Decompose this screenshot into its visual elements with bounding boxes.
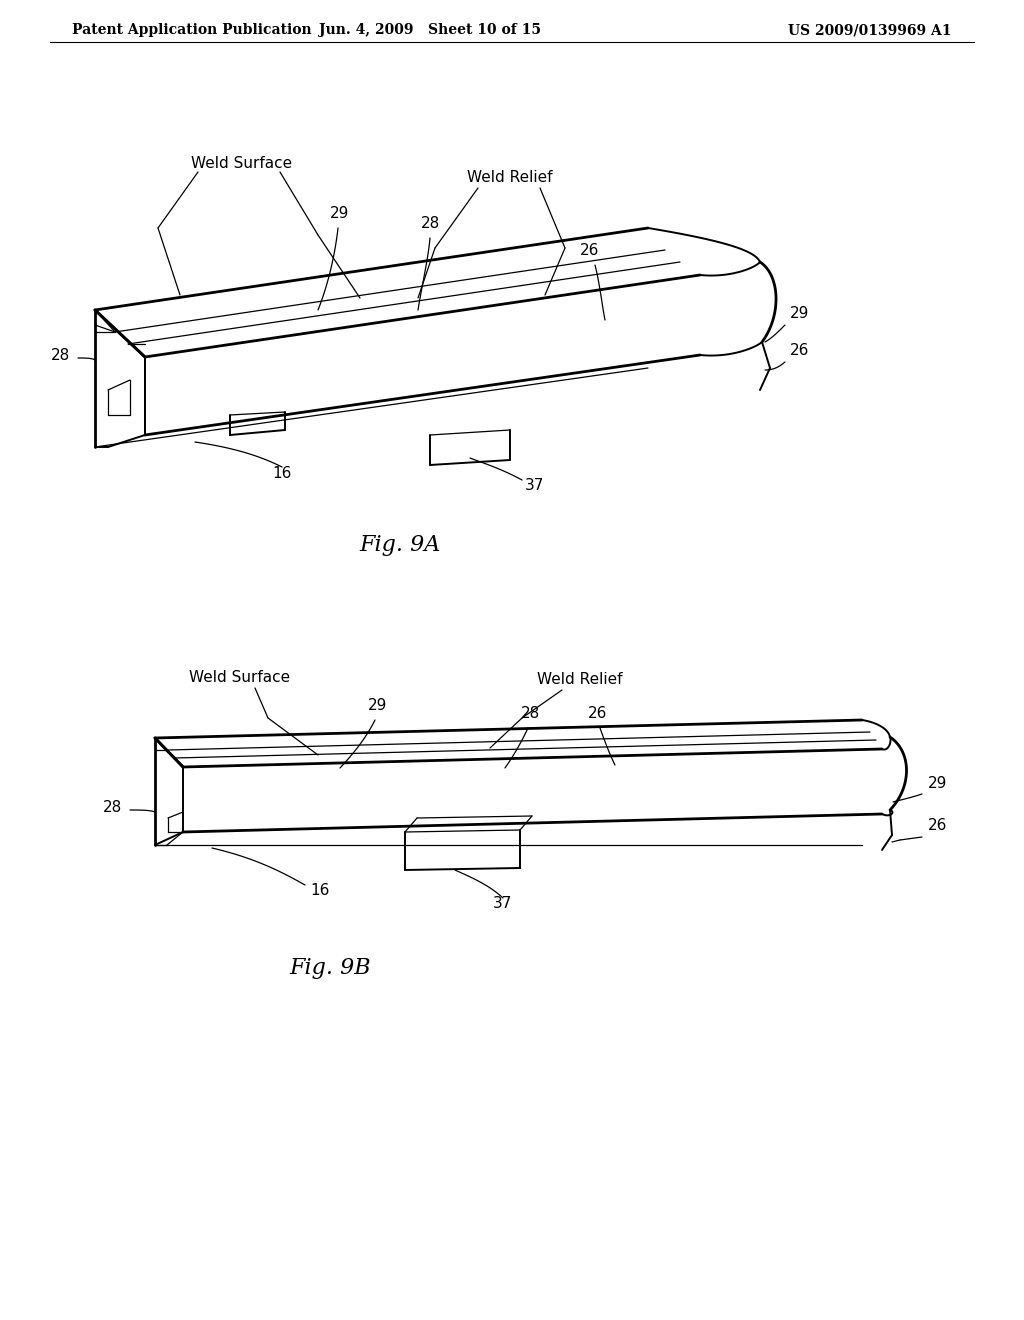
Text: 26: 26 [589, 706, 607, 721]
Text: Jun. 4, 2009   Sheet 10 of 15: Jun. 4, 2009 Sheet 10 of 15 [319, 22, 541, 37]
Text: 37: 37 [525, 478, 545, 492]
Text: 29: 29 [790, 306, 809, 321]
Text: 29: 29 [331, 206, 349, 220]
Text: 28: 28 [421, 216, 439, 231]
Text: 37: 37 [494, 896, 513, 911]
Text: Fig. 9B: Fig. 9B [289, 957, 371, 979]
Text: Weld Relief: Weld Relief [538, 672, 623, 688]
Text: Weld Relief: Weld Relief [467, 170, 553, 186]
Text: 29: 29 [369, 698, 388, 713]
Text: 28: 28 [51, 348, 70, 363]
Text: 16: 16 [310, 883, 330, 898]
Text: US 2009/0139969 A1: US 2009/0139969 A1 [788, 22, 952, 37]
Text: 16: 16 [272, 466, 292, 480]
Text: Fig. 9A: Fig. 9A [359, 535, 440, 556]
Text: Patent Application Publication: Patent Application Publication [72, 22, 311, 37]
Text: 29: 29 [928, 776, 947, 791]
Text: 26: 26 [928, 818, 947, 833]
Text: 26: 26 [790, 343, 809, 358]
Text: 28: 28 [520, 706, 540, 721]
Text: Weld Surface: Weld Surface [191, 156, 293, 170]
Text: Weld Surface: Weld Surface [189, 671, 291, 685]
Text: 26: 26 [581, 243, 600, 257]
Text: 28: 28 [102, 800, 122, 814]
